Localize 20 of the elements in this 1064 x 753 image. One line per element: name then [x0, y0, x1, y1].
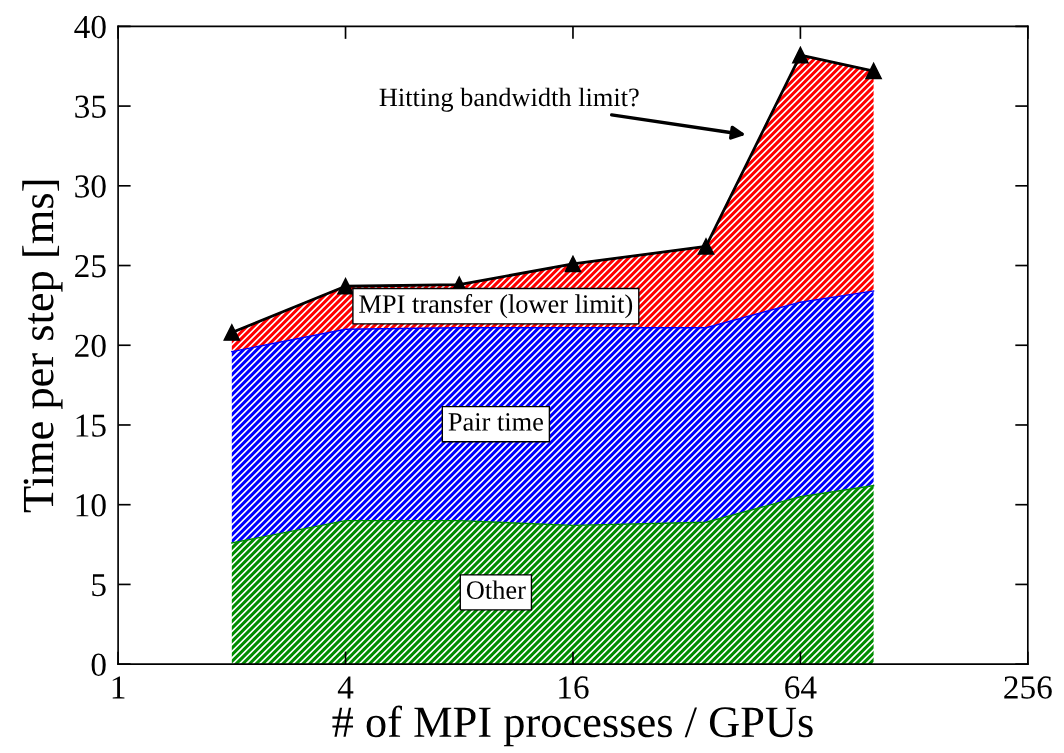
y-tick-label: 40	[74, 15, 106, 39]
series-label: MPI transfer (lower limit)	[359, 294, 633, 319]
y-tick-label: 35	[75, 95, 106, 118]
x-tick-label: 16	[559, 676, 589, 699]
x-tick-label: 256	[1004, 676, 1052, 699]
annotation: Hitting bandwidth limit?	[379, 87, 639, 112]
y-tick-label: 20	[75, 334, 106, 358]
y-tick-label: 5	[92, 574, 106, 597]
y-tick-label: 15	[76, 414, 106, 437]
y-axis-title: Time per step [ms]	[22, 180, 63, 513]
y-tick-label: 0	[91, 653, 106, 677]
x-tick-label: 64	[785, 676, 817, 699]
x-tick-label: 4	[337, 676, 354, 699]
series-label: Other	[466, 580, 526, 599]
x-axis-title: # of MPI processes / GPUs	[332, 705, 813, 747]
series-label: Pair time	[448, 413, 543, 431]
y-tick-label: 25	[75, 255, 106, 278]
y-tick-label: 10	[76, 494, 106, 517]
x-tick-label: 1	[112, 676, 125, 699]
y-tick-label: 30	[75, 175, 106, 198]
